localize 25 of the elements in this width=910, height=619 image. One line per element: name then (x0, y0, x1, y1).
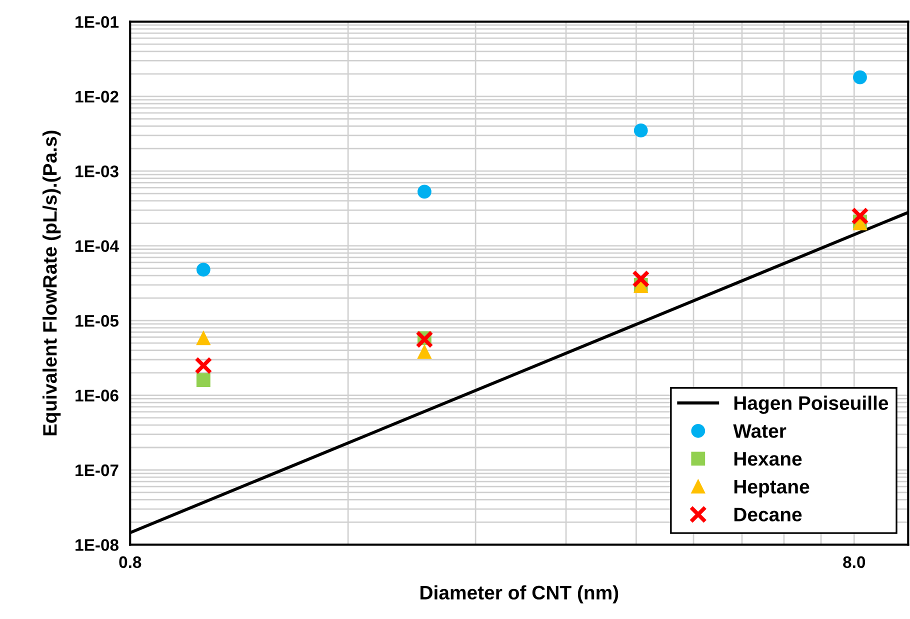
y-tick-label: 1E-04 (76, 240, 119, 252)
y-tick-label: 1E-03 (76, 166, 118, 178)
x-axis-title: Diameter of CNT (nm) (420, 585, 618, 604)
point (853, 70, 867, 84)
y-tick-label: 1E-05 (76, 314, 119, 327)
point (634, 124, 648, 138)
point (194, 356, 212, 374)
y-tick-label: 1E-06 (76, 390, 118, 402)
legend-label: Hagen Poiseuille (734, 396, 888, 414)
legend-label: Water (733, 424, 786, 438)
point (851, 207, 869, 225)
y-tick-label: 1E-02 (76, 90, 118, 103)
legend-label: Heptane (734, 480, 810, 498)
y-tick-label: 1E-07 (76, 464, 118, 476)
y-tick-label: 1E-08 (76, 539, 119, 551)
legend-label: Hexane (734, 452, 802, 466)
point (632, 270, 650, 288)
point (196, 262, 210, 277)
x-tick-label: 8.0 (843, 556, 866, 568)
x-tick-label: 0.8 (119, 556, 142, 568)
point (196, 373, 210, 387)
y-axis-title: Equivalent FlowRate (pL/s).(Pa.s) (42, 130, 61, 436)
y-tick-label: 1E-01 (76, 16, 119, 28)
legend-label: Decane (734, 508, 802, 522)
point (196, 331, 210, 346)
